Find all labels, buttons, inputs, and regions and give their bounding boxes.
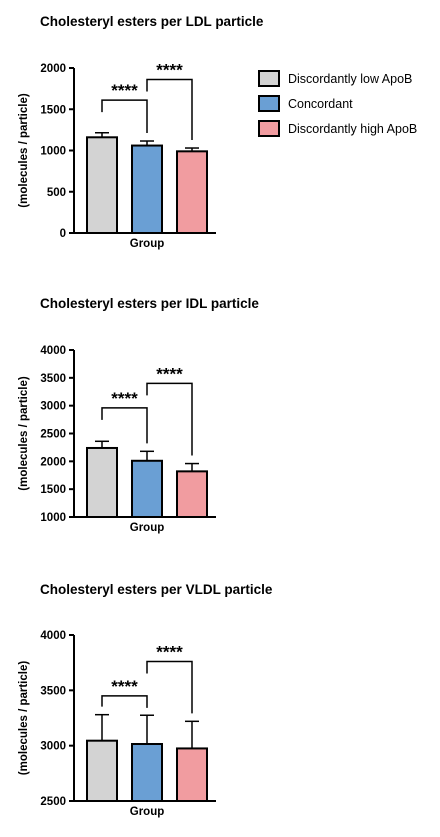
chart-panel-2: Cholesteryl esters per IDL particle 1000 1… [18,296,259,534]
significance-bracket [146,382,193,456]
y-tick-label: 4000 [40,345,66,357]
significance-label: **** [111,389,138,408]
y-tick-label: 2500 [40,796,66,808]
y-tick-label: 2000 [40,456,66,468]
legend-label: Concordant [288,97,353,111]
y-tick-label: 1500 [40,104,66,116]
bar-concordant [131,459,163,519]
legend-swatch [258,70,280,87]
x-axis-label: Group [130,238,165,250]
y-tick-label: 2000 [40,63,66,75]
chart-panel-1: Cholesteryl esters per LDL particle 0 500 1… [18,14,264,250]
chart-title: Cholesteryl esters per VLDL particle [40,582,273,597]
significance-label: **** [111,677,138,696]
y-axis-label: (molecules / particle) [18,93,30,208]
y-tick-label: 1500 [40,484,66,496]
legend-swatch [258,120,280,137]
chart-title: Cholesteryl esters per LDL particle [40,14,264,29]
legend-label: Discordantly high ApoB [288,122,417,136]
x-axis-label: Group [130,522,165,534]
y-tick-label: 3500 [40,373,66,385]
bar-discordantly-high [176,150,208,234]
legend-swatch [258,95,280,112]
significance-bracket [101,407,148,444]
bar-discordantly-high [176,747,208,803]
significance-label: **** [111,81,138,100]
significance-bracket [101,695,148,708]
y-axis-label: (molecules / particle) [18,661,30,776]
bar-discordantly-low [86,739,118,802]
y-tick-label: 1000 [40,146,66,158]
legend: Discordantly low ApoB Concordant Discordan… [258,70,417,137]
legend-label: Discordantly low ApoB [288,72,412,86]
y-tick-label: 1000 [40,512,66,524]
y-tick-label: 500 [47,187,66,199]
y-axis-label: (molecules / particle) [18,376,30,491]
significance-label: **** [156,61,183,80]
y-tick-label: 2500 [40,429,66,441]
bar-discordantly-high [176,470,208,518]
y-tick-label: 0 [60,228,66,240]
chart-panel-3: Cholesteryl esters per VLDL particle 2500… [18,582,273,818]
significance-label: **** [156,643,183,662]
bar-concordant [131,144,163,234]
significance-bracket [146,78,193,141]
bar-discordantly-low [86,136,118,234]
significance-bracket [101,99,148,134]
y-tick-label: 3500 [40,685,66,697]
bar-discordantly-low [86,446,118,518]
significance-bracket [146,660,193,714]
bar-concordant [131,743,163,802]
y-tick-label: 4000 [40,630,66,642]
y-tick-label: 3000 [40,401,66,413]
x-axis-label: Group [130,806,165,818]
significance-label: **** [156,364,183,383]
chart-title: Cholesteryl esters per IDL particle [40,296,259,311]
y-tick-label: 3000 [40,741,66,753]
